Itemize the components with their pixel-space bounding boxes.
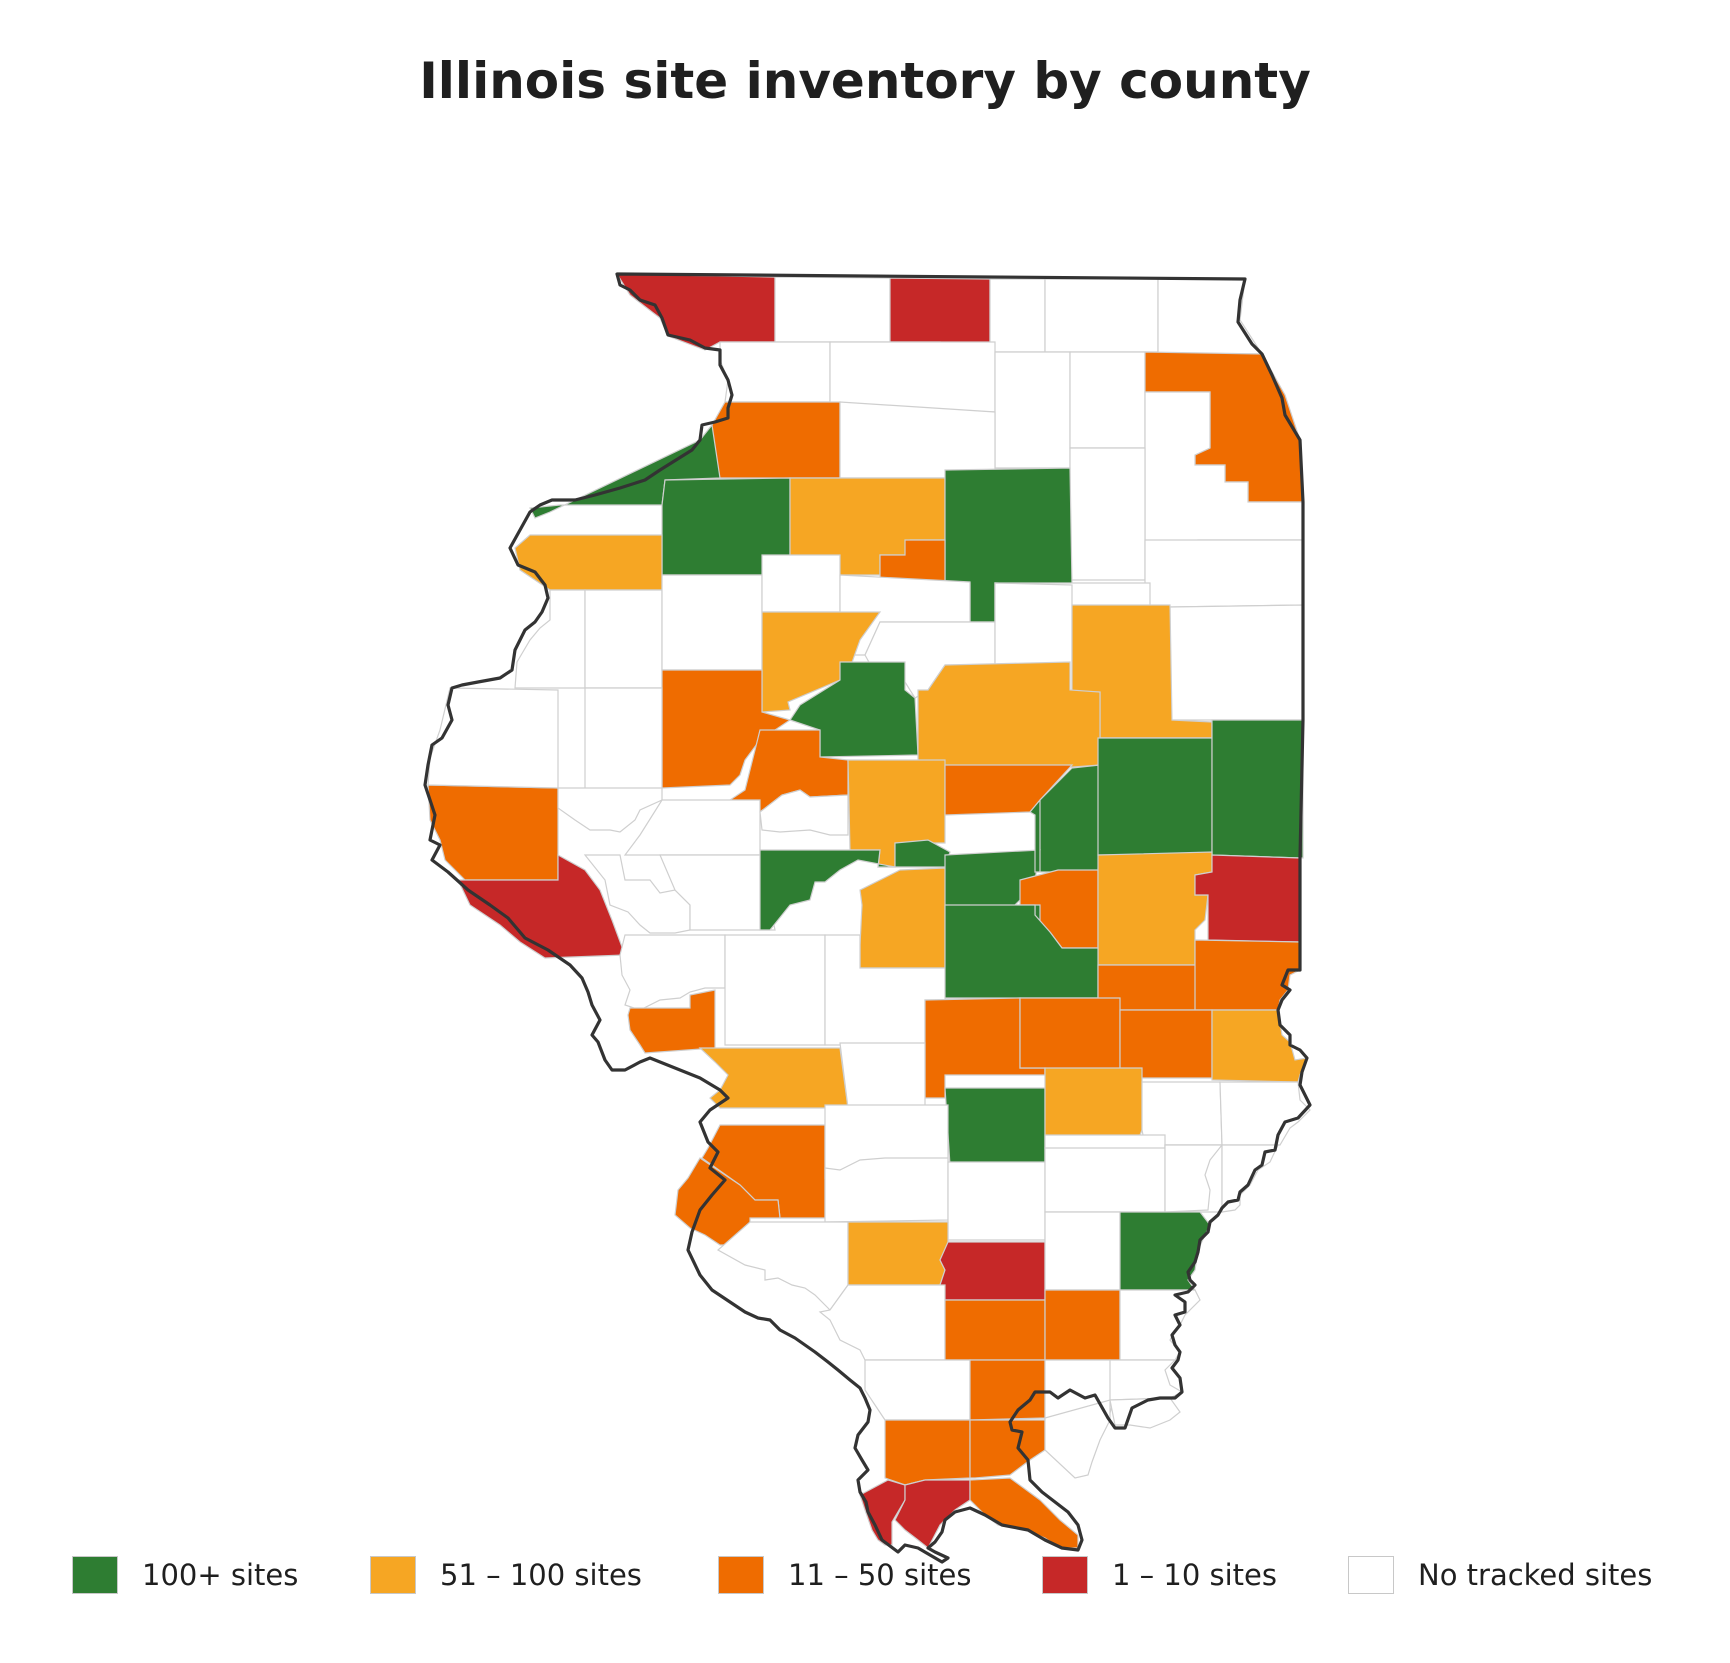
county-lee[interactable] bbox=[839, 401, 996, 479]
county-whiteside[interactable] bbox=[699, 401, 841, 479]
county-warren[interactable] bbox=[584, 589, 663, 689]
legend-item: 100+ sites bbox=[72, 1555, 298, 1595]
county-gallatin[interactable] bbox=[1109, 1359, 1184, 1401]
county-rock-island[interactable] bbox=[529, 423, 721, 519]
county-ogle[interactable] bbox=[829, 341, 996, 413]
map-title: Illinois site inventory by county bbox=[419, 52, 1311, 110]
county-sangamon[interactable] bbox=[859, 867, 951, 969]
county-menard[interactable] bbox=[759, 839, 951, 931]
county-henderson[interactable] bbox=[514, 589, 586, 689]
county-monroe[interactable] bbox=[716, 1221, 849, 1311]
legend-swatch bbox=[1042, 1556, 1088, 1594]
county-carroll[interactable] bbox=[719, 341, 831, 403]
county-clay[interactable] bbox=[1044, 1147, 1166, 1213]
legend-item: 11 – 50 sites bbox=[718, 1555, 971, 1595]
county-hancock[interactable] bbox=[427, 784, 559, 881]
county-jo-daviess[interactable] bbox=[615, 273, 776, 351]
county-calhoun[interactable] bbox=[627, 989, 716, 1054]
legend-label: 11 – 50 sites bbox=[788, 1558, 972, 1592]
county-white[interactable] bbox=[1119, 1289, 1201, 1361]
county-washington[interactable] bbox=[847, 1221, 949, 1286]
county-kendall[interactable] bbox=[1069, 447, 1146, 581]
county-union[interactable] bbox=[884, 1419, 971, 1486]
county-macon-east[interactable] bbox=[1029, 798, 1041, 873]
legend-label: 51 – 100 sites bbox=[440, 1558, 642, 1592]
illinois-outline bbox=[423, 272, 1312, 1564]
legend-swatch bbox=[718, 1556, 764, 1594]
county-stephenson[interactable] bbox=[774, 276, 891, 343]
county-boone[interactable] bbox=[989, 278, 1046, 353]
county-will[interactable] bbox=[1144, 539, 1304, 608]
county-johnson[interactable] bbox=[969, 1419, 1046, 1479]
legend-label: 100+ sites bbox=[142, 1558, 299, 1592]
county-perry[interactable] bbox=[944, 1299, 1046, 1361]
county-menard-mason[interactable] bbox=[759, 789, 849, 836]
county-stark[interactable] bbox=[761, 554, 841, 613]
county-massac[interactable] bbox=[969, 1477, 1079, 1549]
map-legend: 100+ sites 51 – 100 sites 11 – 50 sites 1 –… bbox=[0, 1555, 1730, 1605]
county-winnebago[interactable] bbox=[889, 277, 991, 353]
legend-item: 51 – 100 sites bbox=[370, 1555, 642, 1595]
legend-swatch bbox=[1348, 1556, 1394, 1594]
county-crawford[interactable] bbox=[1219, 1081, 1311, 1146]
county-mercer[interactable] bbox=[514, 534, 663, 591]
county-mcdonough[interactable] bbox=[584, 687, 663, 791]
county-knox[interactable] bbox=[661, 574, 763, 671]
county-dekalb[interactable] bbox=[994, 351, 1071, 469]
county-fulton[interactable] bbox=[661, 669, 792, 789]
county-edwards[interactable] bbox=[1119, 1211, 1211, 1291]
county-williamson[interactable] bbox=[969, 1359, 1046, 1421]
county-montgomery[interactable] bbox=[1019, 997, 1121, 1079]
legend-item: 1 – 10 sites bbox=[1042, 1555, 1277, 1595]
county-jackson[interactable] bbox=[864, 1359, 971, 1421]
county-fayette[interactable] bbox=[944, 1087, 1046, 1166]
county-franklin[interactable] bbox=[1044, 1289, 1121, 1361]
county-kane[interactable] bbox=[1069, 351, 1146, 449]
county-vermilion[interactable] bbox=[1211, 719, 1304, 859]
county-pulaski[interactable] bbox=[894, 1479, 971, 1549]
county-jersey[interactable] bbox=[698, 1047, 849, 1109]
county-lake[interactable] bbox=[1157, 278, 1264, 355]
county-mchenry[interactable] bbox=[1044, 278, 1159, 353]
county-marion[interactable] bbox=[947, 1161, 1046, 1241]
legend-swatch bbox=[72, 1556, 118, 1594]
county-morgan[interactable] bbox=[724, 934, 826, 1046]
legend-label: No tracked sites bbox=[1418, 1558, 1653, 1592]
legend-swatch bbox=[370, 1556, 416, 1594]
county-jefferson[interactable] bbox=[939, 1241, 1046, 1301]
legend-label: 1 – 10 sites bbox=[1112, 1558, 1277, 1592]
county-schuyler[interactable] bbox=[557, 787, 663, 833]
county-champaign[interactable] bbox=[1097, 737, 1213, 856]
county-pope[interactable] bbox=[1044, 1399, 1111, 1479]
county-greene[interactable] bbox=[839, 1042, 926, 1109]
county-kankakee[interactable] bbox=[1169, 604, 1304, 721]
county-wayne[interactable] bbox=[1044, 1211, 1121, 1291]
county-adams[interactable] bbox=[457, 853, 626, 959]
legend-item: No tracked sites bbox=[1348, 1555, 1652, 1595]
county-hancock-north[interactable] bbox=[427, 687, 559, 789]
